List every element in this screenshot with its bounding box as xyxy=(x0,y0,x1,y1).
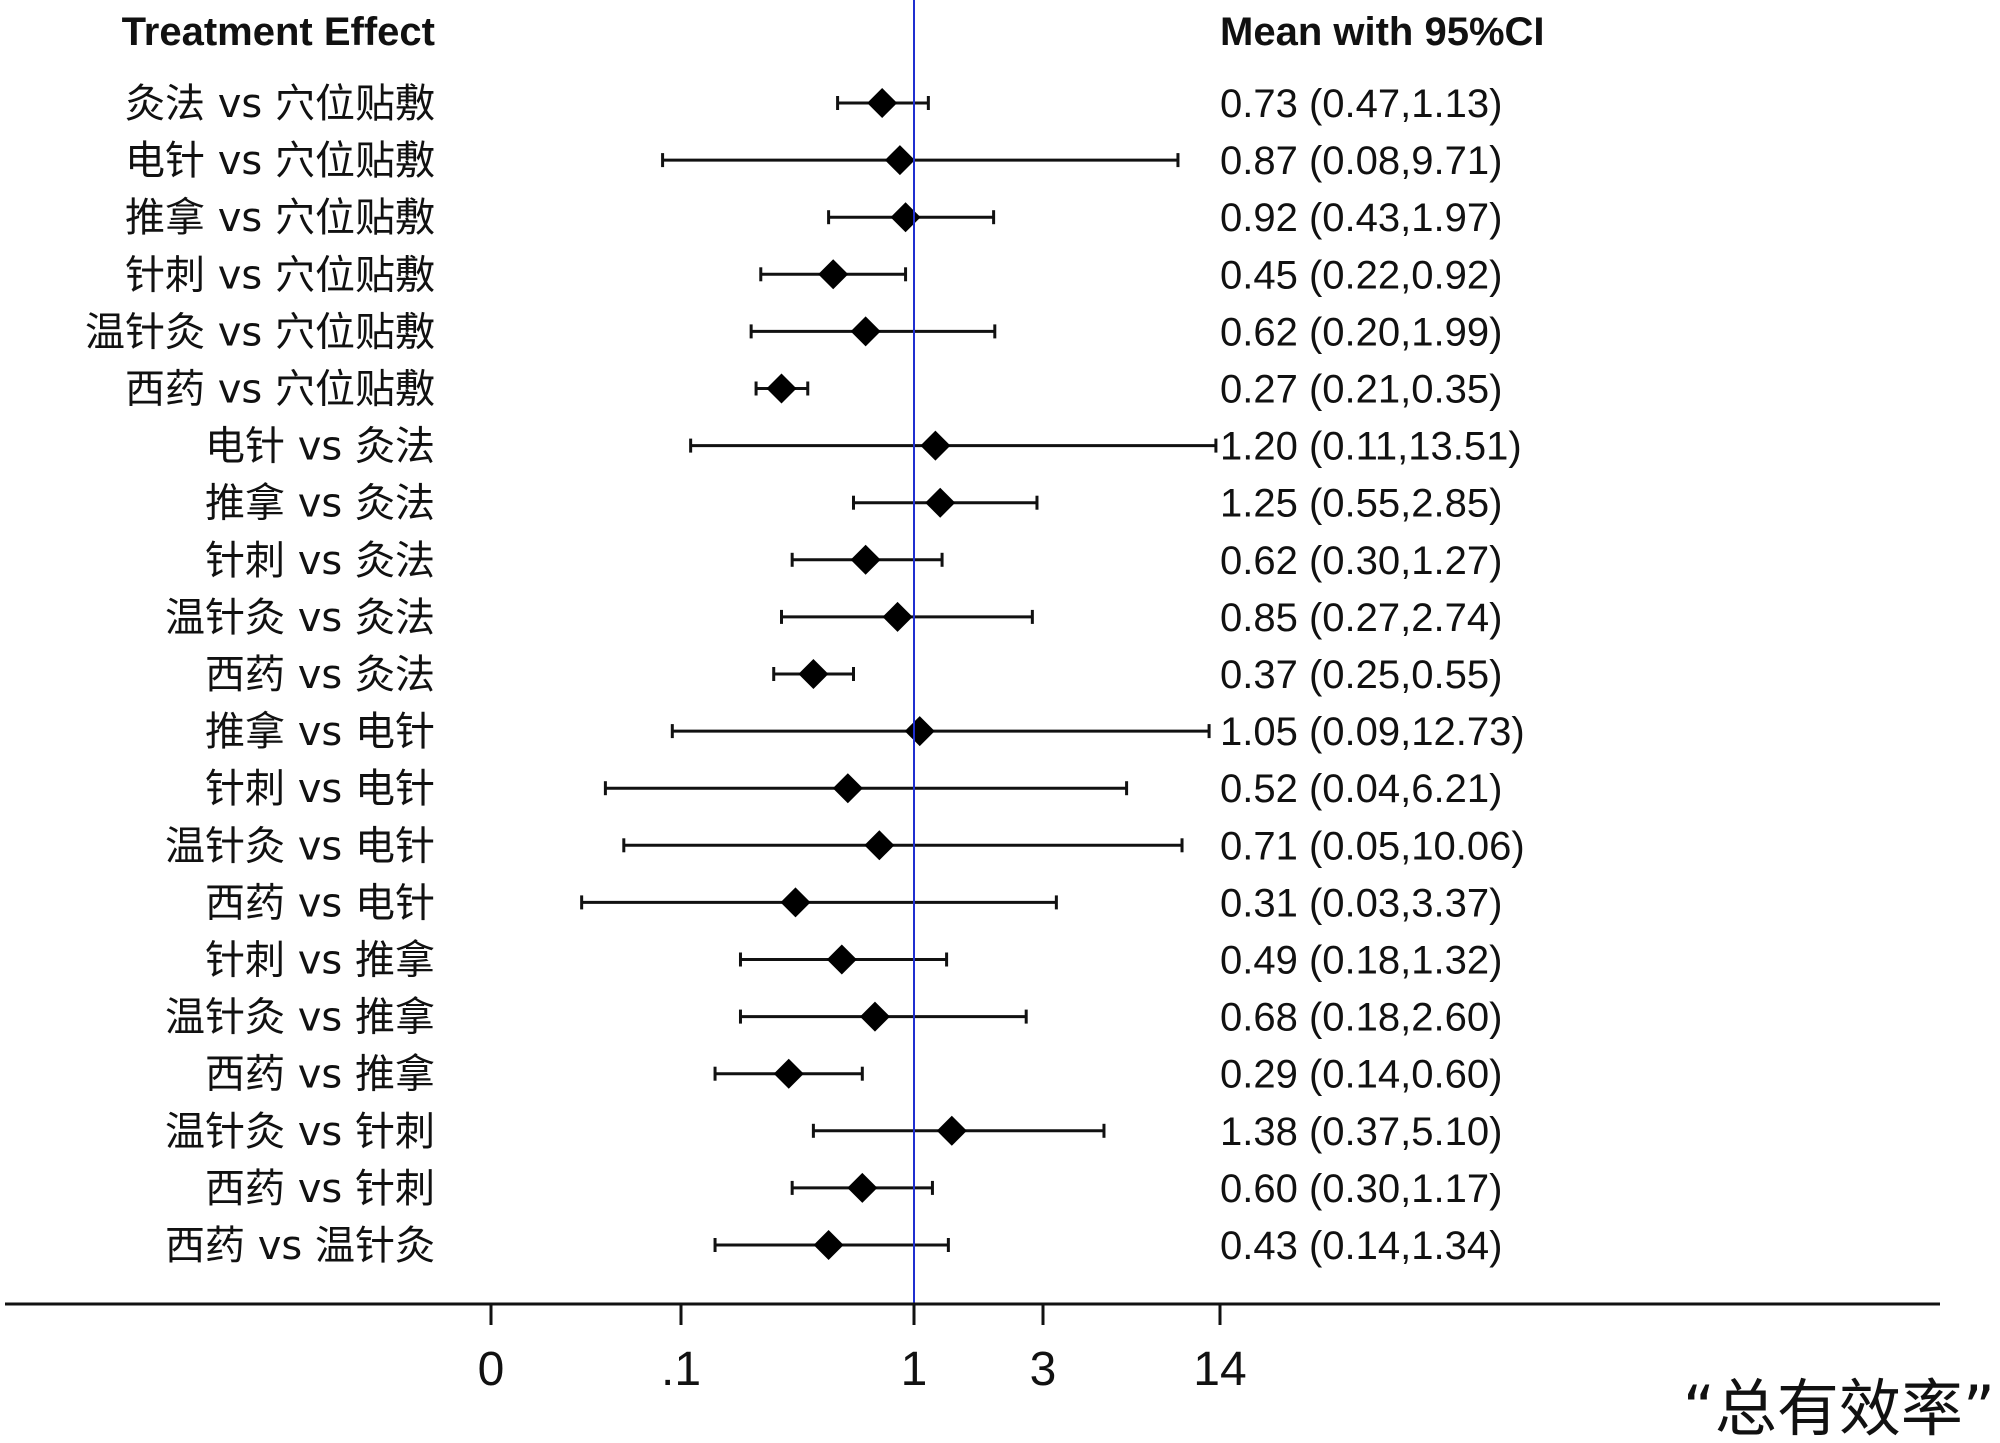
row-estimate-text: 0.85 (0.27,2.74) xyxy=(1220,596,1502,640)
forest-row: 针刺 vs 电针 0.52 (0.04,6.21) xyxy=(205,766,1502,812)
row-label: 温针灸 vs 针刺 xyxy=(165,1109,435,1155)
mean-diamond xyxy=(920,430,951,461)
row-label: 温针灸 vs 推拿 xyxy=(165,995,435,1041)
row-label: 西药 vs 灸法 xyxy=(205,652,435,698)
forest-row: 西药 vs 灸法 0.37 (0.25,0.55) xyxy=(205,652,1502,698)
row-estimate-text: 0.37 (0.25,0.55) xyxy=(1220,653,1502,697)
row-label: 电针 vs 灸法 xyxy=(205,424,435,470)
forest-row: 针刺 vs 推拿 0.49 (0.18,1.32) xyxy=(205,938,1502,984)
mean-diamond xyxy=(850,544,881,575)
row-estimate-text: 0.49 (0.18,1.32) xyxy=(1220,939,1502,983)
row-estimate-text: 0.68 (0.18,2.60) xyxy=(1220,996,1502,1040)
row-estimate-text: 0.87 (0.08,9.71) xyxy=(1220,139,1502,183)
row-estimate-text: 0.73 (0.47,1.13) xyxy=(1220,82,1502,126)
mean-diamond xyxy=(904,716,935,747)
row-estimate-text: 0.31 (0.03,3.37) xyxy=(1220,881,1502,925)
mean-diamond xyxy=(882,601,913,632)
row-label: 西药 vs 穴位贴敷 xyxy=(125,367,435,413)
mean-diamond xyxy=(850,316,881,347)
rows-group: 灸法 vs 穴位贴敷 0.73 (0.47,1.13) 电针 vs 穴位贴敷 0.87… xyxy=(85,81,1525,1269)
caption: “总有效率” xyxy=(1683,1372,1995,1443)
mean-diamond xyxy=(859,1001,890,1032)
mean-diamond xyxy=(890,202,921,233)
row-estimate-text: 0.71 (0.05,10.06) xyxy=(1220,824,1525,868)
row-label: 西药 vs 电针 xyxy=(205,880,435,926)
forest-row: 西药 vs 针刺 0.60 (0.30,1.17) xyxy=(205,1166,1502,1212)
row-estimate-text: 0.60 (0.30,1.17) xyxy=(1220,1167,1502,1211)
mean-diamond xyxy=(864,830,895,861)
row-estimate-text: 0.45 (0.22,0.92) xyxy=(1220,253,1502,297)
row-label: 推拿 vs 穴位贴敷 xyxy=(125,195,435,241)
row-label: 推拿 vs 灸法 xyxy=(205,481,435,527)
mean-diamond xyxy=(826,944,857,975)
row-estimate-text: 0.29 (0.14,0.60) xyxy=(1220,1053,1502,1097)
forest-row: 温针灸 vs 灸法 0.85 (0.27,2.74) xyxy=(165,595,1502,641)
forest-row: 电针 vs 穴位贴敷 0.87 (0.08,9.71) xyxy=(125,138,1502,184)
mean-diamond xyxy=(925,487,956,518)
row-label: 针刺 vs 穴位贴敷 xyxy=(125,252,435,298)
mean-diamond xyxy=(936,1115,967,1146)
forest-row: 推拿 vs 电针 1.05 (0.09,12.73) xyxy=(205,709,1525,755)
forest-row: 针刺 vs 灸法 0.62 (0.30,1.27) xyxy=(205,538,1502,584)
forest-row: 西药 vs 温针灸 0.43 (0.14,1.34) xyxy=(165,1223,1502,1269)
row-label: 针刺 vs 灸法 xyxy=(205,538,435,584)
row-label: 针刺 vs 电针 xyxy=(205,766,435,812)
mean-diamond xyxy=(818,259,849,290)
mean-diamond xyxy=(832,773,863,804)
forest-row: 电针 vs 灸法 1.20 (0.11,13.51) xyxy=(205,424,1522,470)
mean-diamond xyxy=(884,145,915,176)
forest-row: 灸法 vs 穴位贴敷 0.73 (0.47,1.13) xyxy=(125,81,1502,127)
forest-row: 温针灸 vs 针刺 1.38 (0.37,5.10) xyxy=(165,1109,1502,1155)
row-label: 灸法 vs 穴位贴敷 xyxy=(125,81,435,127)
mean-diamond xyxy=(766,373,797,404)
forest-row: 推拿 vs 穴位贴敷 0.92 (0.43,1.97) xyxy=(125,195,1502,241)
mean-diamond xyxy=(773,1058,804,1089)
row-label: 温针灸 vs 电针 xyxy=(165,823,435,869)
row-estimate-text: 0.43 (0.14,1.34) xyxy=(1220,1224,1502,1268)
row-estimate-text: 0.27 (0.21,0.35) xyxy=(1220,368,1502,412)
row-label: 西药 vs 针刺 xyxy=(205,1166,435,1212)
forest-row: 针刺 vs 穴位贴敷 0.45 (0.22,0.92) xyxy=(125,252,1502,298)
right-header: Mean with 95%CI xyxy=(1220,10,1545,54)
forest-row: 温针灸 vs 推拿 0.68 (0.18,2.60) xyxy=(165,995,1502,1041)
left-header: Treatment Effect xyxy=(122,10,435,54)
row-estimate-text: 0.92 (0.43,1.97) xyxy=(1220,196,1502,240)
forest-row: 西药 vs 推拿 0.29 (0.14,0.60) xyxy=(205,1052,1502,1098)
row-estimate-text: 1.25 (0.55,2.85) xyxy=(1220,482,1502,526)
mean-diamond xyxy=(867,88,898,118)
row-label: 西药 vs 推拿 xyxy=(205,1052,435,1098)
row-estimate-text: 1.05 (0.09,12.73) xyxy=(1220,710,1525,754)
row-estimate-text: 0.52 (0.04,6.21) xyxy=(1220,767,1502,811)
x-tick-label: 1 xyxy=(901,1343,928,1396)
x-tick-label: .1 xyxy=(661,1343,701,1396)
row-estimate-text: 0.62 (0.20,1.99) xyxy=(1220,310,1502,354)
mean-diamond xyxy=(798,659,829,689)
row-label: 针刺 vs 推拿 xyxy=(205,938,435,984)
x-tick-label: 3 xyxy=(1030,1343,1057,1396)
row-label: 电针 vs 穴位贴敷 xyxy=(125,138,435,184)
forest-row: 温针灸 vs 穴位贴敷 0.62 (0.20,1.99) xyxy=(85,309,1502,355)
forest-row: 西药 vs 电针 0.31 (0.03,3.37) xyxy=(205,880,1502,926)
x-tick-label: 0 xyxy=(478,1343,505,1396)
row-estimate-text: 1.20 (0.11,13.51) xyxy=(1220,425,1522,469)
row-label: 温针灸 vs 灸法 xyxy=(165,595,435,641)
forest-row: 推拿 vs 灸法 1.25 (0.55,2.85) xyxy=(205,481,1502,527)
forest-row: 西药 vs 穴位贴敷 0.27 (0.21,0.35) xyxy=(125,367,1502,413)
x-tick-label: 14 xyxy=(1193,1343,1246,1396)
row-label: 西药 vs 温针灸 xyxy=(165,1223,435,1269)
x-axis-ticks: 0 .1 1 3 14 xyxy=(478,1304,1247,1396)
forest-row: 温针灸 vs 电针 0.71 (0.05,10.06) xyxy=(165,823,1525,869)
row-estimate-text: 0.62 (0.30,1.27) xyxy=(1220,539,1502,583)
mean-diamond xyxy=(813,1230,844,1260)
mean-diamond xyxy=(847,1172,878,1203)
mean-diamond xyxy=(780,887,811,918)
row-estimate-text: 1.38 (0.37,5.10) xyxy=(1220,1110,1502,1154)
row-label: 温针灸 vs 穴位贴敷 xyxy=(85,309,435,355)
row-label: 推拿 vs 电针 xyxy=(205,709,435,755)
